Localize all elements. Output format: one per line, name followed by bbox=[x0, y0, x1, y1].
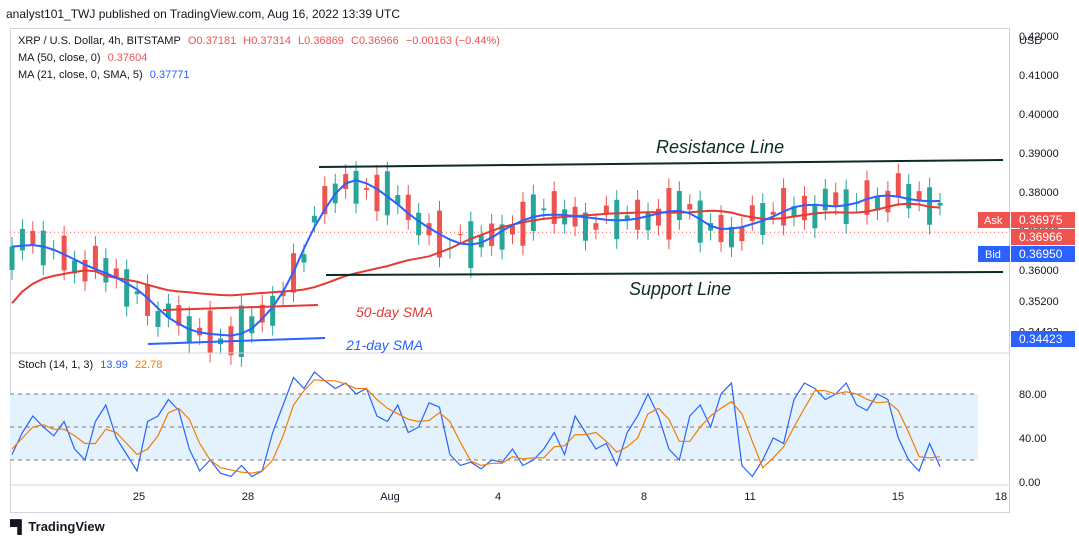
currency-label: USD bbox=[1019, 35, 1043, 47]
stoch-tick-label: 80.00 bbox=[1019, 389, 1047, 401]
price-tick-label: 0.39000 bbox=[1019, 148, 1059, 160]
stoch-k-value: 13.99 bbox=[100, 359, 128, 371]
high-value: H0.37314 bbox=[243, 35, 291, 47]
price-tick-label: 0.40000 bbox=[1019, 109, 1059, 121]
symbol-name: XRP / U.S. Dollar, 4h, BITSTAMP bbox=[18, 35, 181, 47]
ma50-legend: MA (50, close, 0) 0.37604 bbox=[18, 52, 151, 64]
extra-price-bg bbox=[1011, 331, 1075, 347]
price-tick-label: 0.38000 bbox=[1019, 187, 1059, 199]
price-tick-label: 0.36000 bbox=[1019, 265, 1059, 277]
price-tick-label: 0.41000 bbox=[1019, 70, 1059, 82]
low-value: L0.36869 bbox=[298, 35, 344, 47]
footer-brand: ▀▌ TradingView bbox=[10, 519, 105, 534]
ask-price: 0.36975 bbox=[1019, 213, 1063, 227]
publish-line: analyst101_TWJ published on TradingView.… bbox=[6, 7, 401, 21]
last-price-bg bbox=[1011, 229, 1075, 245]
price-tick-label: 0.37000 bbox=[1019, 226, 1059, 238]
bid-price-bg bbox=[1011, 246, 1075, 262]
stoch-label: Stoch (14, 1, 3) bbox=[18, 359, 94, 371]
stoch-tick-label: 0.00 bbox=[1019, 477, 1040, 489]
ma21-value: 0.37771 bbox=[149, 69, 190, 81]
symbol-legend: XRP / U.S. Dollar, 4h, BITSTAMP O0.37181… bbox=[18, 35, 504, 47]
extra-price: 0.34423 bbox=[1019, 332, 1063, 346]
open-value: O0.37181 bbox=[187, 35, 237, 47]
brand-name: TradingView bbox=[28, 519, 105, 534]
price-tick-label: 0.34423 bbox=[1019, 327, 1059, 339]
tradingview-logo-icon: ▀▌ bbox=[10, 519, 26, 534]
chart-frame bbox=[10, 28, 1010, 513]
bid-price: 0.36950 bbox=[1019, 247, 1063, 261]
close-value: C0.36966 bbox=[351, 35, 399, 47]
last-price: 0.36966 bbox=[1019, 230, 1063, 244]
price-tick-label: 0.35200 bbox=[1019, 296, 1059, 308]
change-value: −0.00163 (−0.44%) bbox=[405, 35, 500, 47]
ask-price-bg bbox=[1011, 212, 1075, 228]
stoch-legend: Stoch (14, 1, 3) 13.99 22.78 bbox=[18, 359, 166, 371]
ma21-label: MA (21, close, 0, SMA, 5) bbox=[18, 69, 143, 81]
stoch-tick-label: 40.00 bbox=[1019, 433, 1047, 445]
ma50-value: 0.37604 bbox=[107, 52, 148, 64]
ma50-label: MA (50, close, 0) bbox=[18, 52, 101, 64]
stoch-d-value: 22.78 bbox=[134, 359, 163, 371]
ma21-legend: MA (21, close, 0, SMA, 5) 0.37771 bbox=[18, 69, 194, 81]
